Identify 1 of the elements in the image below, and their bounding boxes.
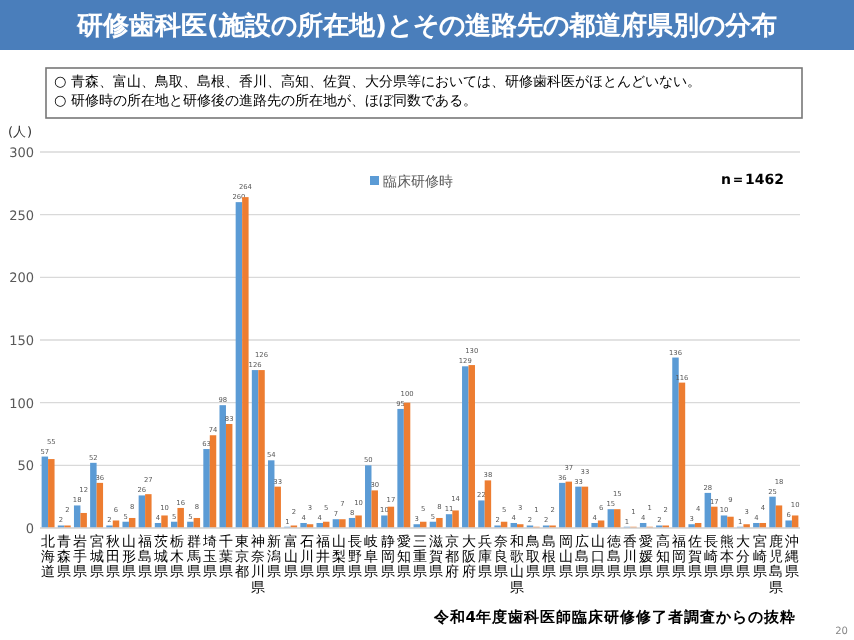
chart-title: 研修歯科医(施設の所在地)とその進路先の都道府県別の分布 (75, 10, 777, 42)
